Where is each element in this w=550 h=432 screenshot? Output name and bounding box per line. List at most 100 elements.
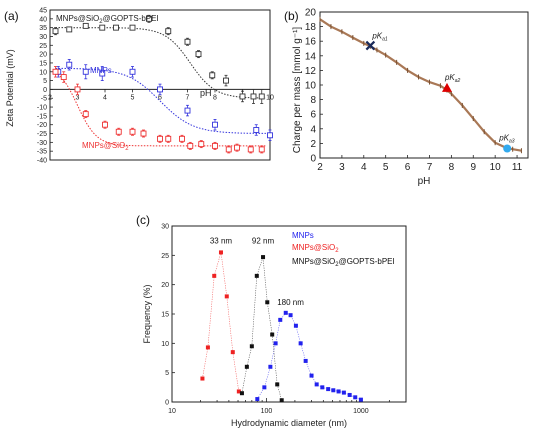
panel-c-series-line-0 [257, 312, 362, 400]
panel-a-point-series-1 [129, 68, 136, 75]
panel-a-x-tick-label: 8 [213, 94, 217, 101]
panel-a-fit-curve-0 [55, 27, 266, 99]
panel-a-point-series-2 [140, 130, 147, 137]
panel-a-point-series-2 [102, 121, 108, 128]
panel-c-point-series-1 [212, 273, 217, 278]
panel-b-y-tick-label: 14 [305, 51, 317, 62]
panel-b-pka-markers: pKa1 pKa2 pKa3 [365, 32, 515, 153]
panel-a-point-series-2 [212, 142, 218, 149]
panel-a-y-tick-label: -40 [37, 158, 47, 165]
panel-b-x-tick-label: 8 [449, 162, 455, 173]
panel-c-point-series-0 [331, 388, 336, 393]
panel-c-point-series-0 [293, 323, 298, 328]
panel-c-peak-label: 92 nm [252, 237, 275, 246]
panel-b-y-tick-label: 4 [310, 124, 316, 135]
panel-b-y-tick-label: 6 [310, 110, 316, 121]
pka-label-2: pKa2 [444, 73, 461, 84]
panel-a-point-series-0 [129, 24, 136, 31]
panel-b-y-tick-label: 2 [310, 139, 316, 150]
panel-c-x-tick-label: 100 [261, 408, 273, 415]
panel-a-point-series-0 [82, 22, 89, 29]
legend-mnps: MNPs [292, 231, 314, 240]
panel-c-point-series-0 [358, 397, 363, 402]
panel-c-y-label: Frequency (%) [142, 284, 152, 343]
panel-a-y-tick-label: -10 [37, 105, 47, 112]
pka1-marker [365, 40, 376, 51]
panel-c-x-tick-label: 1000 [353, 408, 369, 415]
panel-a-point-series-2 [234, 144, 240, 151]
panel-b-x-tick-label: 3 [339, 162, 345, 173]
panel-a-point-series-1 [99, 70, 106, 77]
panel-c-series-line-2 [241, 257, 282, 401]
panel-c-point-series-2 [270, 332, 275, 337]
panel-a-frame [49, 9, 271, 161]
panel-a-y-tick-label: -20 [37, 122, 47, 129]
panel-c-y-tick-label: 25 [161, 253, 169, 260]
panel-b-y-tick-label: 0 [310, 154, 316, 165]
panel-a-point-series-0 [146, 15, 152, 22]
pka2-marker [441, 82, 452, 92]
panel-b-y-tick-label: 8 [310, 95, 316, 106]
panel-a-y-tick-label: -35 [37, 149, 47, 156]
panel-c-point-series-0 [347, 392, 352, 397]
pka-label-3: pKa3 [498, 134, 515, 145]
panel-c-y-tick-label: 0 [165, 400, 169, 407]
panel-c-point-series-1 [224, 294, 229, 299]
panel-a-x-tick-label: 3 [76, 94, 80, 101]
panel-a-point-series-2 [115, 128, 122, 135]
panel-a-point-series-2 [129, 128, 136, 135]
panel-b-x-tick-label: 10 [490, 162, 502, 173]
panel-a-y-tick-label: 20 [39, 52, 47, 59]
panel-a-point-series-1 [184, 107, 191, 114]
panel-b-x-tick-label: 4 [361, 162, 367, 173]
panel-a-point-series-1 [66, 61, 73, 68]
panel-c-point-series-1 [236, 389, 241, 394]
panel-a-point-series-1 [82, 68, 89, 75]
panel-a-point-series-2 [198, 141, 205, 148]
panel-b-y-tick-label: 10 [305, 81, 317, 92]
panel-b-x-label: pH [418, 176, 431, 187]
panel-c-point-series-0 [309, 373, 314, 378]
panel-c-point-series-2 [265, 300, 270, 305]
panel-a-point-series-0 [209, 72, 216, 79]
panel-c-legend: MNPs MNPs@SiO2 MNPs@SiO2@GOPTS-bPEI [292, 231, 395, 268]
panel-a-point-series-2 [52, 68, 59, 75]
panel-c-y-axis: 0 5 10 15 20 25 30 [161, 224, 175, 407]
panel-c-point-series-0 [268, 364, 273, 369]
legend-bpei: MNPs@SiO2@GOPTS-bPEI [292, 257, 395, 268]
panel-a-y-tick-label: 5 [43, 78, 47, 85]
panel-c-point-series-2 [244, 364, 249, 369]
panel-a-x-tick-label: 5 [131, 94, 135, 101]
panel-a-x-tick-label: 7 [186, 94, 190, 101]
panel-c-point-series-2 [261, 255, 266, 260]
panel-c-point-series-1 [205, 345, 210, 350]
panel-c-y-tick-label: 15 [161, 312, 169, 319]
panel-a-point-series-0 [239, 93, 246, 100]
panel-c-point-series-1 [218, 250, 223, 255]
panel-a-y-tick-label: 40 [39, 16, 47, 23]
panel-c-y-tick-label: 30 [161, 224, 169, 231]
panel-b-y-tick-label: 16 [305, 37, 317, 48]
pka3-marker [503, 144, 512, 153]
panel-a-point-series-2 [247, 146, 254, 153]
panel-b-y-tick-label: 20 [305, 8, 317, 19]
panel-a-y-tick-label: 25 [39, 43, 47, 50]
panel-a-point-series-1 [253, 127, 260, 133]
panel-a-point-series-0 [258, 93, 265, 100]
panel-a-y-tick-label: 45 [39, 8, 47, 15]
panel-a-point-series-0 [66, 26, 73, 33]
panel-a-point-series-0 [195, 51, 202, 58]
panel-a-x-tick-label: 10 [266, 94, 274, 101]
panel-b-x-tick-label: 9 [470, 162, 476, 173]
panel-a-point-series-2 [82, 111, 89, 118]
panel-b-x-tick-label: 7 [427, 162, 433, 173]
panel-a-fit-curves [55, 27, 266, 147]
panel-c-peak-label: 33 nm [210, 237, 233, 246]
panel-b-y-tick-label: 18 [305, 22, 317, 33]
panel-a-data-points [52, 14, 273, 154]
panel-a-point-series-0 [165, 28, 172, 35]
panel-c-point-series-2 [249, 344, 254, 349]
